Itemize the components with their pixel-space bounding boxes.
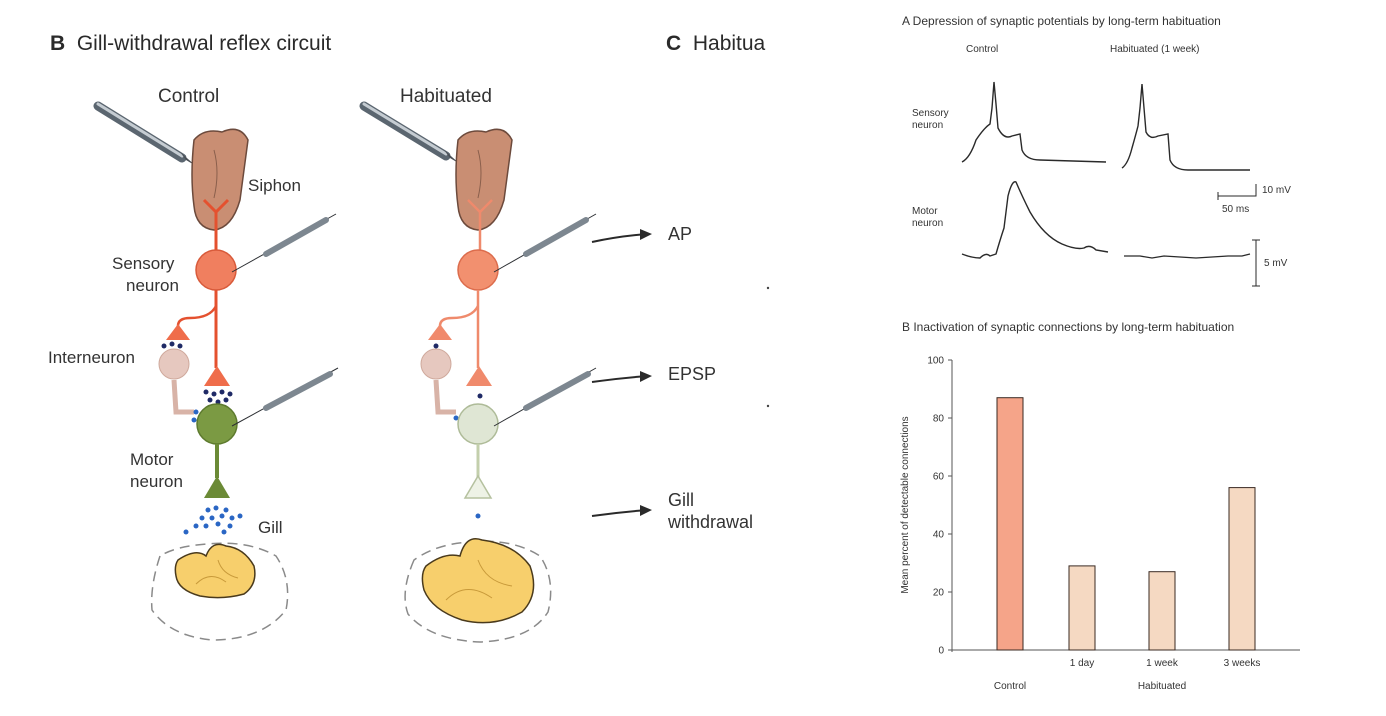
gill-withdrawal-label-2: withdrawal <box>668 512 754 532</box>
sensory-neuron-cell <box>195 249 237 291</box>
y-tick-label: 20 <box>933 588 945 599</box>
panel-b-letter: B <box>50 32 66 55</box>
panel-c-title: Habitua <box>692 32 766 55</box>
trace-sensory-label-1: Sensory <box>912 108 949 119</box>
electrode-motor-icon <box>231 367 339 427</box>
trace-motor-label-1: Motor <box>912 206 938 217</box>
panel-c-letter: C <box>666 32 682 55</box>
transmitter-dots <box>161 341 233 405</box>
bar-control <box>996 397 1024 651</box>
scale-5mv-label: 5 mV <box>1264 258 1288 269</box>
y-tick-label: 40 <box>933 530 945 541</box>
bar-1-day <box>1068 565 1096 651</box>
x-tick-label: 3 weeks <box>1224 658 1261 669</box>
gill-shape <box>174 543 256 599</box>
y-tick-label: 60 <box>933 472 945 483</box>
bar-1-week <box>1148 571 1176 651</box>
x-tick-label: Control <box>994 681 1026 692</box>
panel-c-arrows <box>591 229 652 517</box>
y-tick-label: 100 <box>927 356 944 367</box>
habituated-column-label: Habituated <box>400 86 492 107</box>
electrode-sensory-icon <box>231 213 337 273</box>
control-circuit <box>93 101 339 641</box>
scale-10mv-label: 10 mV <box>1262 185 1291 196</box>
sensory-neuron-label-1: Sensory <box>112 254 175 273</box>
sensory-neuron-label-2: neuron <box>126 276 179 295</box>
mantle-outline <box>150 542 289 641</box>
panel-a-title: A Depression of synaptic potentials by l… <box>902 14 1221 28</box>
gill-dots <box>183 505 243 535</box>
sensory-trace-control <box>961 81 1107 163</box>
arrow-epsp-icon <box>591 375 649 383</box>
trace-motor-label-2: neuron <box>912 218 944 229</box>
motor-neuron-cell <box>196 403 238 445</box>
chart-title: B Inactivation of synaptic connections b… <box>902 320 1235 334</box>
y-tick-label: 0 <box>938 646 944 657</box>
electrode-motor-icon <box>493 367 597 427</box>
gill-shape <box>421 538 535 624</box>
ap-label: AP <box>668 224 693 244</box>
arrow-ap-icon <box>591 233 649 243</box>
panel-b-title: Gill-withdrawal reflex circuit <box>76 32 332 55</box>
x-tick-label: 1 day <box>1070 658 1094 669</box>
siphon-shape <box>191 128 249 231</box>
sensory-trace-habituated <box>1121 83 1250 171</box>
panel-b-heading: B Gill-withdrawal reflex circuit <box>50 32 331 56</box>
interneuron-cell <box>158 348 190 380</box>
chart-y-axis-label: Mean percent of detectable connections <box>900 416 911 593</box>
gill-withdrawal-label-1: Gill <box>668 490 694 510</box>
scale-50ms-label: 50 ms <box>1222 204 1250 215</box>
panel-c-heading: C Habitua <box>666 32 776 56</box>
motor-trace-habituated <box>1124 253 1251 259</box>
interneuron-label: Interneuron <box>48 348 135 367</box>
bar-3-weeks <box>1228 487 1256 651</box>
siphon-shape <box>455 128 513 231</box>
motor-neuron-label-2: neuron <box>130 472 183 491</box>
connections-bar-chart: 0 20 40 60 80 100 Control 1 day 1 week 3 weeks M… <box>900 356 1300 692</box>
gill-label: Gill <box>258 518 283 537</box>
trace-habituated-label: Habituated (1 week) <box>1110 44 1200 55</box>
control-column-label: Control <box>158 86 220 107</box>
probe-icon <box>93 101 196 166</box>
x-tick-label: 1 week <box>1146 658 1179 669</box>
siphon-label: Siphon <box>248 176 301 195</box>
electrode-sensory-icon <box>493 213 597 273</box>
motor-trace-control <box>961 181 1109 259</box>
habituated-circuit <box>359 101 597 643</box>
epsp-label: EPSP <box>668 364 717 384</box>
trace-control-label: Control <box>966 44 999 55</box>
y-tick-label: 80 <box>933 414 945 425</box>
chart-group-label: Habituated <box>1138 681 1186 692</box>
trace-sensory-label-2: neuron <box>912 120 944 131</box>
scale-bars <box>1217 184 1260 287</box>
motor-neuron-label-1: Motor <box>130 450 174 469</box>
probe-icon <box>359 101 460 164</box>
arrow-gill-icon <box>591 509 649 517</box>
